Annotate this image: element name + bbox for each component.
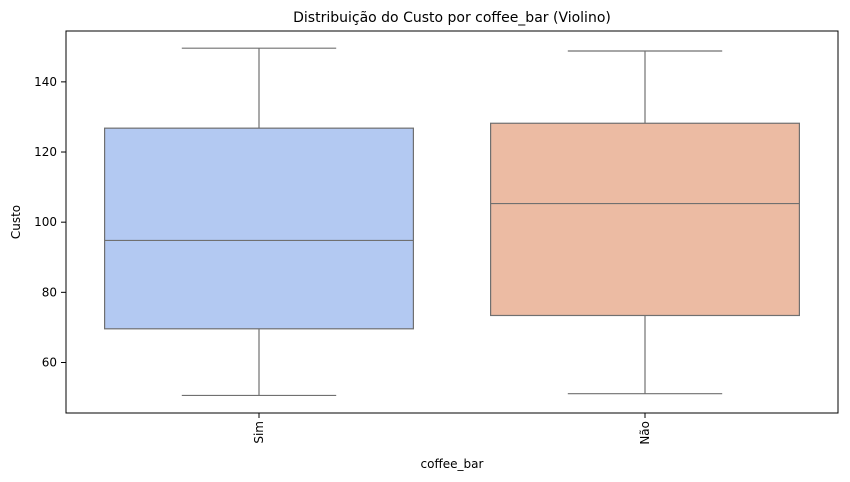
y-tick-label: 140 — [34, 75, 57, 89]
x-tick-label: Não — [638, 421, 652, 445]
y-axis: 60 80 100 120 140 — [34, 75, 66, 369]
x-axis: Sim Não — [252, 413, 652, 445]
y-tick-label: 100 — [34, 215, 57, 229]
y-tick-label: 60 — [42, 355, 57, 369]
box-group-nao — [490, 50, 800, 395]
plot-area — [65, 30, 839, 414]
box-group-sim — [103, 47, 414, 397]
x-tick-label: Sim — [252, 421, 266, 444]
chart-title: Distribuição do Custo por coffee_bar (Vi… — [293, 10, 611, 26]
y-tick-label: 80 — [42, 285, 57, 299]
y-axis-label: Custo — [9, 205, 23, 239]
x-axis-label: coffee_bar — [421, 457, 484, 471]
iqr-box — [490, 122, 800, 317]
iqr-box — [103, 127, 414, 330]
y-tick-label: 120 — [34, 145, 57, 159]
